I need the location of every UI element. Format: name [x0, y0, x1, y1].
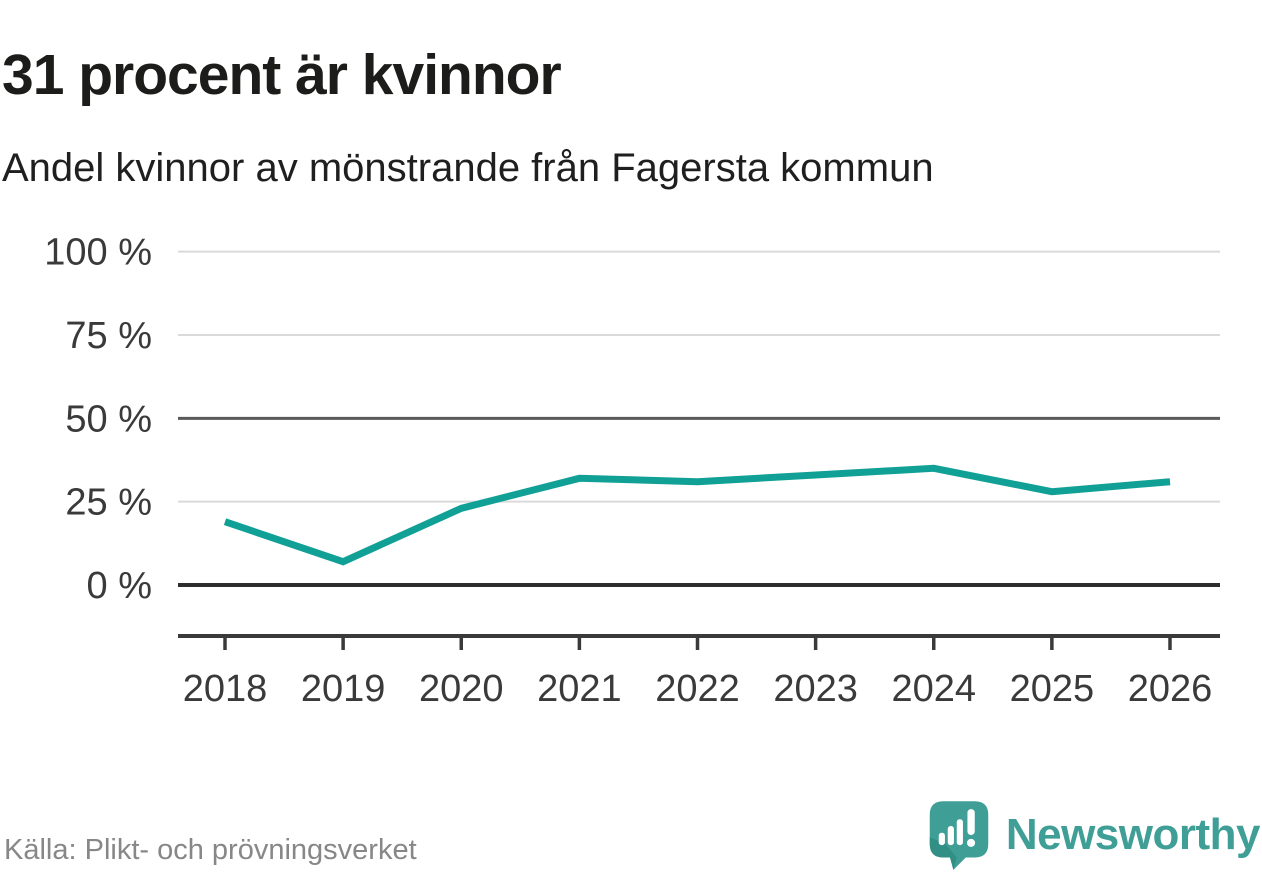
- x-tick-label: 2021: [537, 668, 622, 710]
- x-tick-label: 2023: [773, 668, 858, 710]
- x-tick-label: 2022: [655, 668, 740, 710]
- brand-name: Newsworthy: [1005, 810, 1261, 859]
- y-tick-label: 0 %: [87, 565, 152, 607]
- newsworthy-bubble-chart-icon: [929, 801, 989, 870]
- x-tick-label: 2025: [1010, 668, 1095, 710]
- bar-large-icon: [956, 819, 963, 846]
- exclamation-bar-icon: [967, 809, 975, 835]
- bar-small-icon: [938, 832, 945, 846]
- x-tick-label: 2024: [891, 668, 976, 710]
- y-tick-label: 25 %: [65, 482, 152, 524]
- data-line-andel-kvinnor: [223, 464, 1171, 566]
- y-tick-label: 100 %: [44, 232, 152, 274]
- chart-subtitle: Andel kvinnor av mönstrande från Fagerst…: [2, 146, 934, 190]
- page-title: 31 procent är kvinnor: [2, 43, 562, 108]
- x-tick-label: 2018: [183, 668, 268, 710]
- x-tick-label: 2026: [1128, 668, 1213, 710]
- bar-medium-icon: [947, 826, 954, 846]
- bubble-shadow-shape: [929, 837, 957, 870]
- x-tick-label: 2020: [419, 668, 504, 710]
- y-tick-label: 75 %: [65, 315, 152, 357]
- source-caption: Källa: Plikt- och prövningsverket: [4, 834, 417, 866]
- newsworthy-logo: Newsworthy: [924, 799, 1261, 871]
- exclamation-dot-icon: [966, 838, 975, 847]
- y-tick-label: 50 %: [65, 398, 152, 440]
- x-tick-label: 2019: [301, 668, 386, 710]
